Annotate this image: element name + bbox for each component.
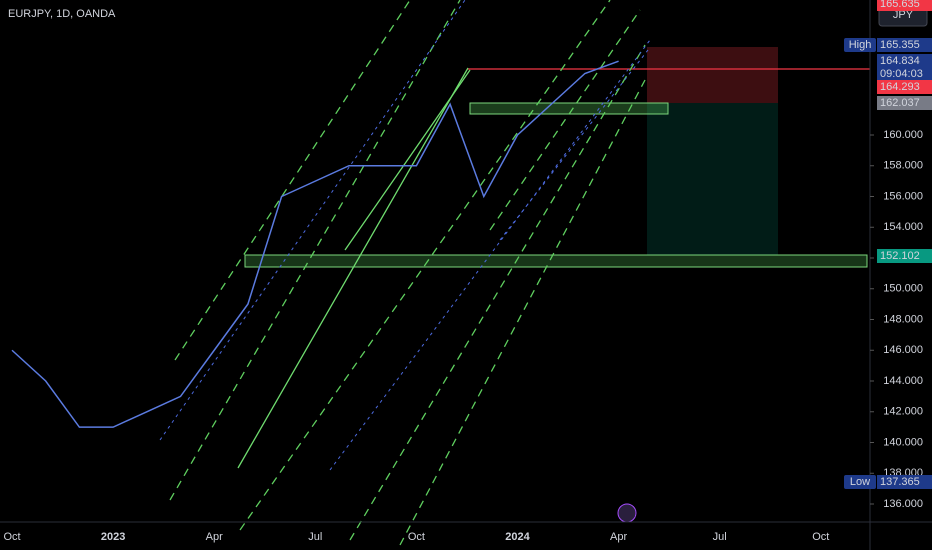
x-tick-label: Apr	[610, 531, 627, 543]
currency[interactable]: JPY	[893, 9, 914, 21]
channel	[344, 69, 471, 251]
stop-zone	[647, 47, 778, 103]
channel	[169, 0, 461, 501]
drawings	[159, 0, 870, 546]
channel	[489, 9, 641, 231]
tag-value: 137.365	[880, 476, 920, 488]
tag-value: 152.102	[880, 250, 920, 262]
tag-value: 162.037	[880, 97, 920, 109]
channel	[159, 0, 466, 441]
y-tick-label: 148.000	[883, 313, 923, 325]
x-tick-label: Oct	[812, 531, 829, 543]
y-tick-label: 154.000	[883, 221, 923, 233]
x-tick-label: Jul	[308, 531, 322, 543]
tag-bg	[877, 54, 932, 82]
y-tick-label: 156.000	[883, 190, 923, 202]
channel	[499, 49, 649, 241]
tag-countdown: 09:04:03	[880, 68, 923, 80]
tag-name-bg	[844, 38, 876, 52]
tag-name-bg	[844, 475, 876, 489]
channel	[399, 79, 646, 546]
tag-bg	[877, 80, 932, 94]
x-tick-label: Jul	[713, 531, 727, 543]
tag-bg	[877, 96, 932, 110]
price-line	[11, 60, 619, 428]
zone	[244, 254, 868, 268]
channel	[174, 0, 411, 361]
tag-bg	[877, 38, 932, 52]
tag-bg	[877, 0, 932, 11]
symbol: EURJPY, 1D, OANDA	[8, 8, 116, 20]
tag-bg	[877, 475, 932, 489]
x-tick-label: Oct	[3, 531, 20, 543]
target-zone	[647, 103, 778, 255]
zone	[469, 102, 669, 115]
channel	[237, 67, 469, 469]
x-tick-label: 2024	[505, 531, 530, 543]
y-tick-label: 146.000	[883, 344, 923, 356]
tag-name: Low	[850, 476, 870, 488]
channel	[329, 39, 651, 471]
y-tick-label: 140.000	[883, 436, 923, 448]
tag-value: 164.293	[880, 81, 920, 93]
channel	[349, 44, 646, 541]
tag-value: 165.355	[880, 39, 920, 51]
tag-value: 164.834	[880, 55, 920, 67]
x-tick-label: Oct	[408, 531, 425, 543]
x-tick-label: 2023	[101, 531, 125, 543]
y-tick-label: 158.000	[883, 160, 923, 172]
y-tick-label: 160.000	[883, 129, 923, 141]
y-tick-label: 150.000	[883, 283, 923, 295]
tag-value: 165.635	[880, 0, 920, 10]
y-tick-label: 136.000	[883, 498, 923, 510]
tag-name: High	[849, 39, 872, 51]
channel	[239, 0, 611, 531]
y-tick-label: 144.000	[883, 375, 923, 387]
event-icon[interactable]	[617, 503, 637, 523]
y-tick-label: 142.000	[883, 406, 923, 418]
tag-bg	[877, 249, 932, 263]
x-tick-label: Apr	[206, 531, 223, 543]
